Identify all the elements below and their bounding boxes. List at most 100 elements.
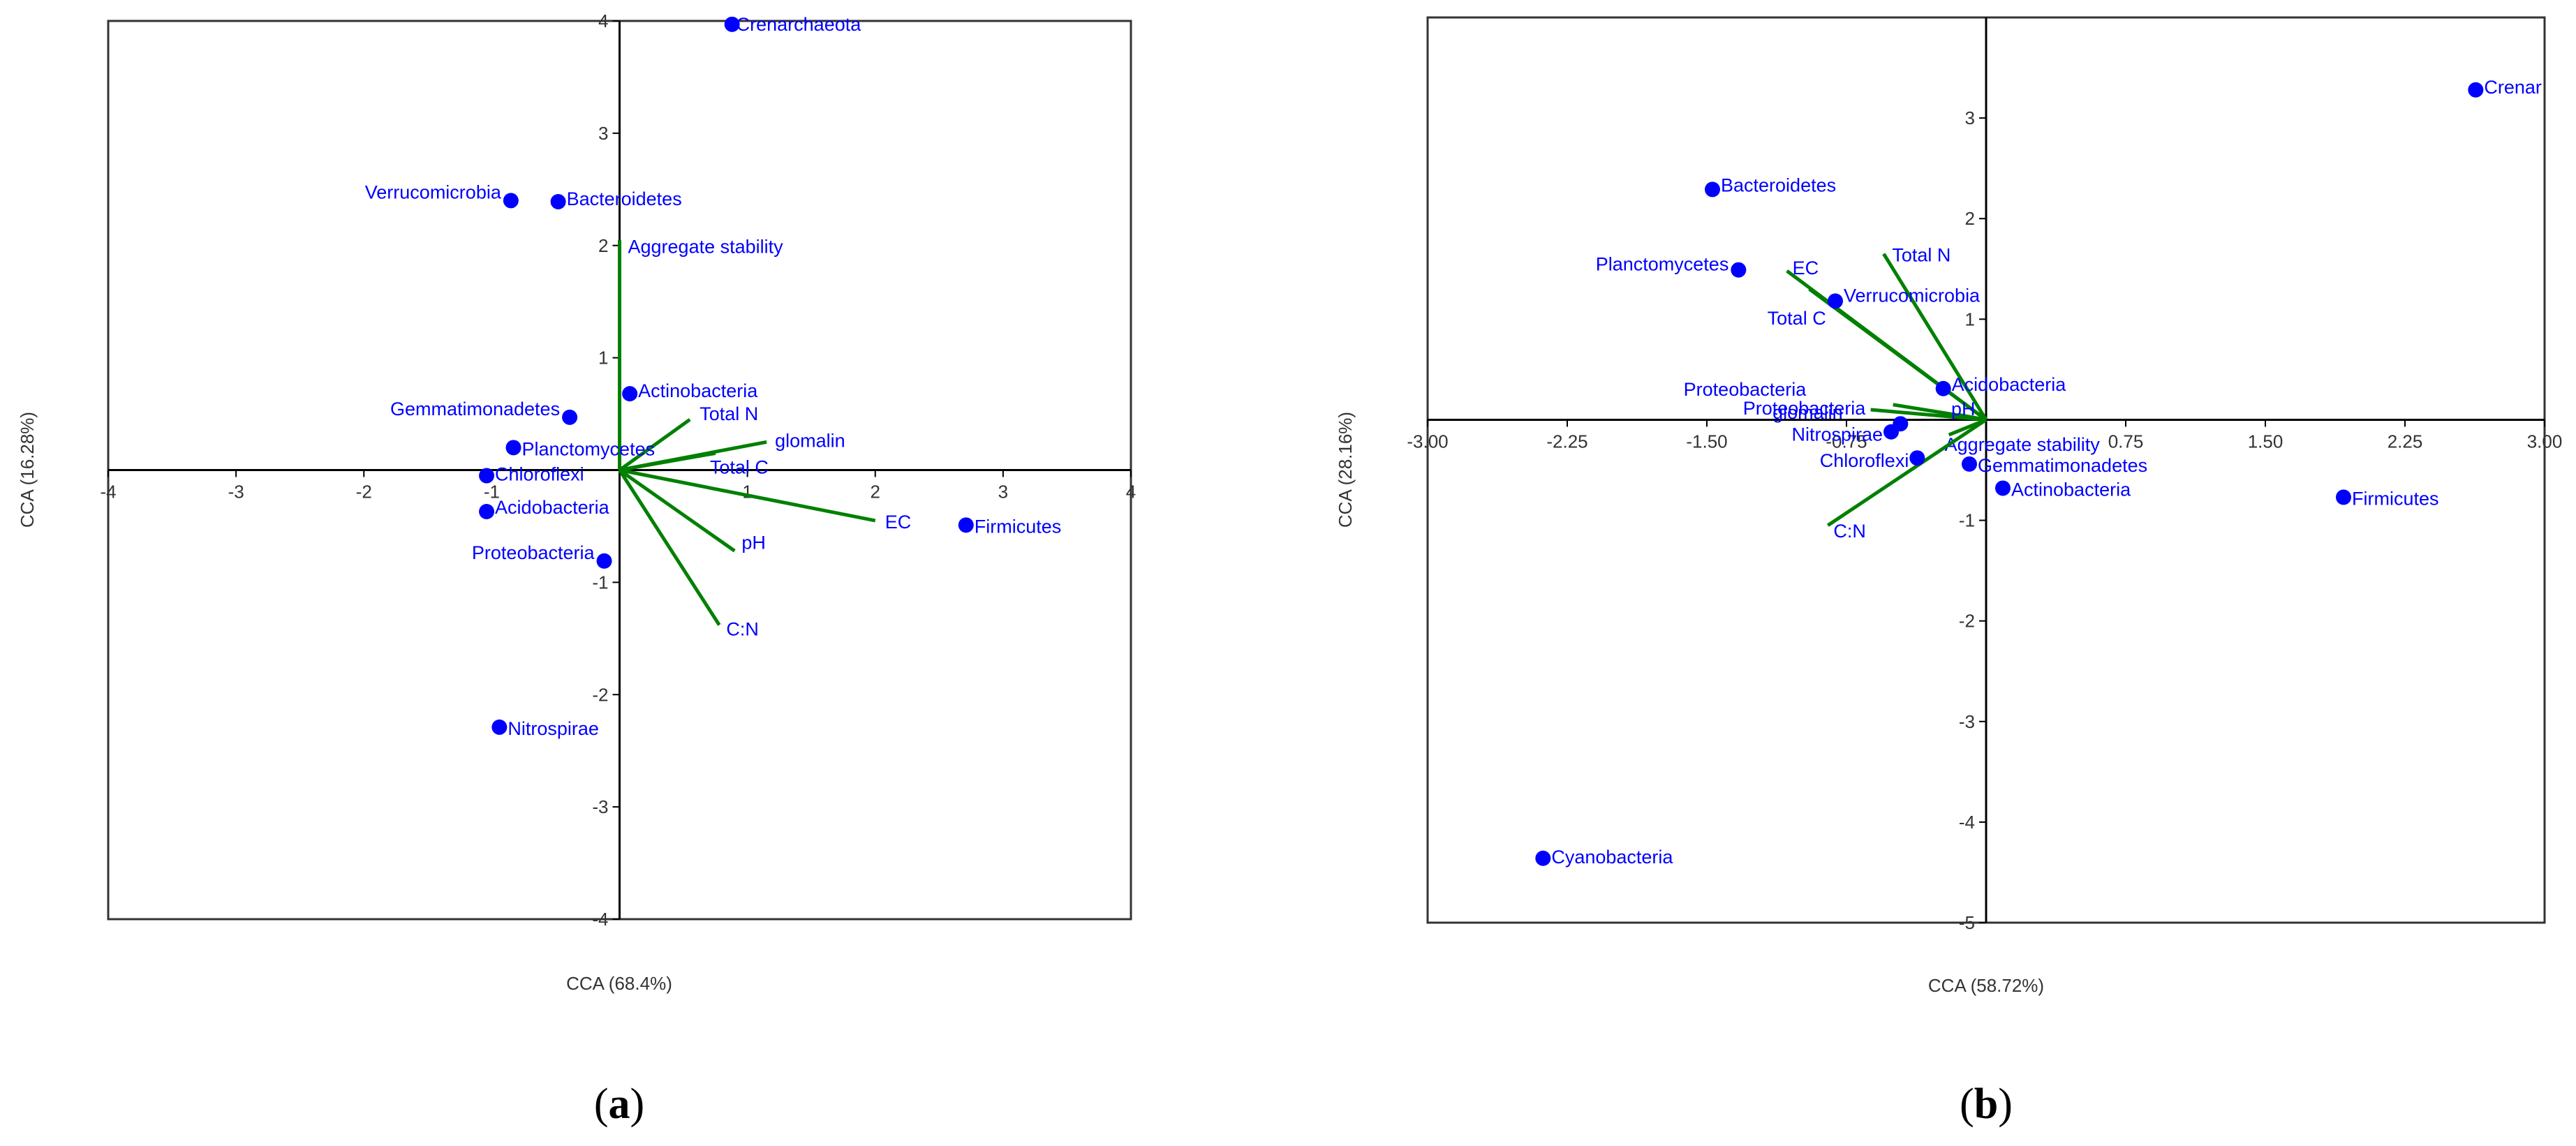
vector-ph (619, 468, 736, 553)
point-label-acidobacteria: Acidobacteria (495, 497, 610, 518)
point-label-chloroflexi: Chloroflexi (495, 464, 584, 485)
vector-label-total-n: Total N (699, 403, 758, 424)
x-tick-label: 0.75 (2108, 431, 2144, 452)
x-tick-label: 3.00 (2527, 431, 2563, 452)
y-tick-label: -4 (1959, 812, 1975, 833)
y-tick-label: -5 (1959, 912, 1975, 933)
vector-ec (619, 468, 876, 523)
point-label-bacteroidetes: Bacteroidetes (567, 188, 682, 209)
point-label-planctomycetes: Planctomycetes (1596, 254, 1729, 275)
point-label-planctomycetes: Planctomycetes (522, 438, 656, 459)
y-axis-title-a: CCA (16.28%) (17, 412, 38, 528)
x-tick-label: 2.25 (2388, 431, 2423, 452)
vector-label-ec: EC (1793, 258, 1819, 278)
point-label-actinobacteria: Actinobacteria (2011, 479, 2131, 500)
vector-label-proteobacteria: Proteobacteria (1684, 379, 1807, 400)
taxa-points-b: Crenar Bacteroidetes Planctomycetes Verruco… (1535, 77, 2542, 868)
y-tick-label: -1 (592, 572, 608, 593)
y-axis-title-b: CCA (28.16%) (1335, 412, 1356, 528)
point-nitrospirae (491, 719, 508, 735)
point-crenar (2468, 82, 2484, 98)
point-label-crenarchaeota: Crenarchaeota (736, 14, 862, 35)
y-tick-label: 4 (598, 10, 608, 31)
vector-label-total-c: Total C (710, 456, 769, 477)
point-label-firmicutes: Firmicutes (2352, 488, 2439, 509)
vector-label-c-n: C:N (726, 619, 759, 640)
x-axis-title-b: CCA (58.72%) (1928, 975, 2044, 996)
vector-label-ph: pH (741, 532, 766, 553)
point-label-proteobacteria: Proteobacteria (472, 542, 595, 563)
y-ticks-a: 4 3 2 1 -1 -2 -3 -4 (592, 10, 620, 930)
x-tick-label: -1.50 (1686, 431, 1727, 452)
x-tick-label: -4 (100, 482, 116, 503)
point-label-proteobacteria: Proteobacteria (1743, 398, 1867, 419)
point-chloroflexi (1909, 450, 1925, 466)
vector-label-total-n: Total N (1892, 245, 1950, 266)
point-cyanobacteria (1535, 850, 1551, 866)
point-nitrospirae (1883, 424, 1899, 440)
panel-label-b: (b) (1960, 1080, 2013, 1128)
point-crenarchaeota (724, 16, 740, 32)
point-actinobacteria (622, 386, 638, 402)
vector-glomalin (1870, 408, 1987, 422)
panel-label-a: (a) (594, 1080, 644, 1128)
point-acidobacteria (479, 504, 495, 520)
vector-total-n (1882, 253, 1988, 421)
point-label-nitrospirae: Nitrospirae (1791, 424, 1883, 445)
x-tick-label: -3.00 (1407, 431, 1448, 452)
point-proteobacteria (596, 553, 612, 569)
vector-total-c (1808, 288, 1987, 422)
x-tick-label: -2 (356, 482, 372, 503)
y-tick-label: -2 (592, 684, 608, 705)
point-planctomycetes (505, 440, 521, 456)
point-label-gemmatimonadetes: Gemmatimonadetes (1978, 455, 2147, 476)
point-bacteroidetes (1705, 181, 1720, 198)
point-label-cyanobacteria: Cyanobacteria (1551, 847, 1673, 868)
vector-label-aggregate-stability: Aggregate stability (1945, 434, 2101, 455)
point-actinobacteria (1995, 480, 2011, 496)
x-ticks-a: -4 -3 -2 -1 1 2 3 4 (100, 470, 1136, 503)
point-label-verrucomicrobia: Verrucomicrobia (1844, 285, 1981, 306)
vector-label-ec: EC (885, 512, 912, 533)
y-tick-label: 2 (1965, 208, 1975, 229)
x-tick-label: 2 (871, 482, 880, 503)
point-firmicutes (958, 517, 974, 533)
vector-c-n (618, 469, 721, 626)
x-tick-label: 1.50 (2248, 431, 2283, 452)
y-tick-label: 3 (598, 123, 608, 144)
x-tick-label: 3 (998, 482, 1008, 503)
point-verrucomicrobia (1828, 293, 1843, 309)
vector-ph (1957, 412, 1987, 422)
point-chloroflexi (479, 468, 495, 484)
vector-label-total-c: Total C (1768, 308, 1826, 329)
vector-label-glomalin: glomalin (1772, 402, 1843, 423)
point-acidobacteria (1935, 380, 1951, 396)
vector-label-c-n: C:N (1833, 521, 1866, 542)
y-tick-label: 3 (1965, 107, 1975, 128)
vector-label-glomalin: glomalin (775, 430, 845, 451)
point-bacteroidetes (550, 194, 566, 210)
y-tick-label: 1 (1965, 308, 1975, 329)
point-verrucomicrobia (503, 193, 519, 209)
x-tick-label: -0.75 (1826, 431, 1867, 452)
point-planctomycetes (1731, 262, 1747, 278)
y-ticks-b: 3 2 1 -1 -2 -3 -4 -5 (1959, 107, 1986, 933)
y-tick-label: -4 (592, 909, 608, 930)
x-tick-label: -3 (228, 482, 244, 503)
point-gemmatimonadetes (562, 409, 578, 425)
point-label-nitrospirae: Nitrospirae (508, 718, 599, 739)
vector-c-n (1826, 418, 1987, 527)
x-tick-label: -1 (484, 482, 500, 503)
point-label-verrucomicrobia: Verrucomicrobia (365, 181, 502, 202)
y-tick-label: -2 (1959, 611, 1975, 632)
x-tick-label: 4 (1126, 482, 1136, 503)
point-label-bacteroidetes: Bacteroidetes (1721, 174, 1836, 195)
point-label-gemmatimonadetes: Gemmatimonadetes (390, 399, 560, 419)
point-label-chloroflexi: Chloroflexi (1820, 450, 1909, 471)
taxa-points-a: Crenarchaeota Verrucomicrobia Bacteroidete… (365, 14, 1062, 739)
point-gemmatimonadetes (1962, 456, 1977, 472)
x-tick-label: -2.25 (1546, 431, 1587, 452)
x-tick-label: 1 (742, 482, 752, 503)
env-vectors-a: Aggregate stability Total N Total C glomali… (618, 237, 912, 640)
point-label-actinobacteria: Actinobacteria (638, 380, 758, 401)
